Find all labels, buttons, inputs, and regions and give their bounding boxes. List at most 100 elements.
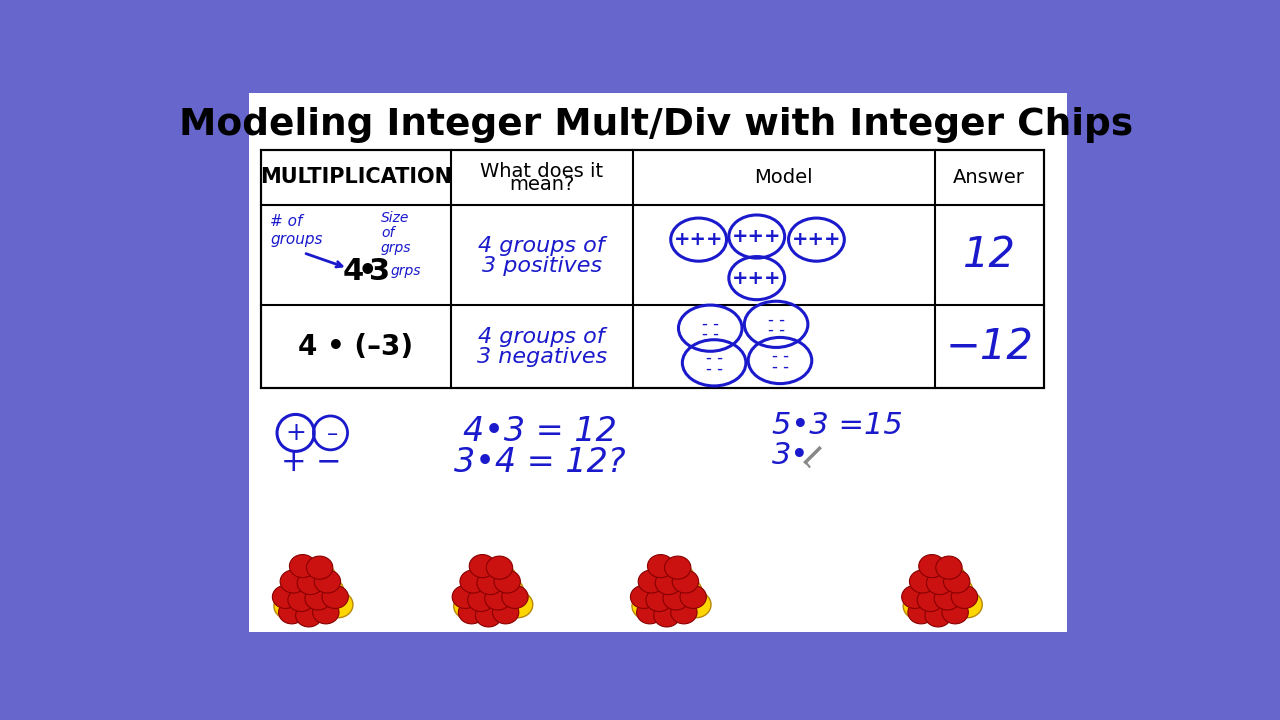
Ellipse shape	[648, 554, 673, 577]
Ellipse shape	[279, 600, 305, 624]
Text: −12: −12	[946, 325, 1033, 368]
Ellipse shape	[928, 579, 957, 606]
Ellipse shape	[493, 600, 518, 624]
Ellipse shape	[908, 600, 934, 624]
Ellipse shape	[655, 572, 681, 595]
Ellipse shape	[672, 577, 701, 604]
Text: Answer: Answer	[954, 168, 1025, 186]
Ellipse shape	[479, 579, 508, 606]
Ellipse shape	[312, 600, 339, 624]
Ellipse shape	[460, 570, 486, 593]
Text: - -: - -	[772, 347, 788, 365]
Ellipse shape	[936, 556, 963, 579]
Ellipse shape	[663, 587, 690, 610]
Ellipse shape	[289, 554, 316, 577]
Ellipse shape	[486, 556, 512, 579]
Text: MULTIPLICATION: MULTIPLICATION	[260, 167, 452, 187]
Ellipse shape	[911, 577, 941, 604]
Text: - -: - -	[768, 311, 785, 329]
Ellipse shape	[280, 570, 306, 593]
Ellipse shape	[306, 556, 333, 579]
Ellipse shape	[274, 593, 303, 619]
FancyBboxPatch shape	[261, 150, 1043, 388]
Ellipse shape	[305, 587, 332, 610]
Ellipse shape	[952, 592, 982, 618]
Ellipse shape	[486, 564, 516, 590]
Ellipse shape	[920, 597, 950, 623]
Ellipse shape	[477, 572, 503, 595]
Text: +: +	[285, 421, 306, 445]
Text: Model: Model	[755, 168, 813, 186]
Ellipse shape	[453, 593, 483, 619]
Ellipse shape	[288, 588, 314, 611]
Text: # of
groups: # of groups	[270, 215, 323, 247]
Ellipse shape	[901, 585, 928, 608]
Ellipse shape	[297, 572, 324, 595]
Ellipse shape	[324, 592, 353, 618]
Text: 3•: 3•	[772, 441, 810, 470]
Ellipse shape	[936, 564, 965, 590]
Ellipse shape	[314, 570, 340, 593]
Text: grps: grps	[390, 264, 421, 278]
Text: +++: +++	[732, 227, 782, 246]
Ellipse shape	[943, 577, 973, 604]
Text: - -: - -	[701, 315, 719, 333]
Ellipse shape	[631, 585, 657, 608]
Ellipse shape	[681, 592, 710, 618]
Ellipse shape	[470, 562, 499, 588]
Ellipse shape	[937, 595, 966, 621]
Ellipse shape	[666, 595, 695, 621]
Ellipse shape	[671, 600, 698, 624]
Ellipse shape	[452, 585, 479, 608]
Ellipse shape	[654, 604, 680, 627]
Ellipse shape	[314, 577, 343, 604]
Text: - -: - -	[701, 325, 719, 343]
Text: - -: - -	[705, 349, 723, 367]
Ellipse shape	[462, 577, 492, 604]
Ellipse shape	[289, 562, 319, 588]
Text: 4 groups of: 4 groups of	[479, 235, 605, 256]
Ellipse shape	[502, 585, 529, 608]
Text: 12: 12	[963, 234, 1016, 276]
Ellipse shape	[942, 600, 969, 624]
Text: −: −	[316, 448, 342, 477]
Ellipse shape	[648, 562, 677, 588]
Ellipse shape	[475, 604, 502, 627]
Ellipse shape	[636, 600, 663, 624]
Ellipse shape	[672, 570, 699, 593]
Text: mean?: mean?	[509, 176, 575, 194]
Ellipse shape	[904, 593, 933, 619]
Ellipse shape	[632, 593, 662, 619]
Text: Size
of
grps: Size of grps	[381, 211, 411, 256]
Text: 4: 4	[343, 257, 365, 286]
Ellipse shape	[640, 577, 669, 604]
Ellipse shape	[951, 585, 978, 608]
Text: 3 positives: 3 positives	[481, 256, 602, 276]
Ellipse shape	[488, 595, 517, 621]
Text: - -: - -	[705, 360, 723, 378]
Ellipse shape	[296, 604, 323, 627]
Text: 4•3 = 12: 4•3 = 12	[463, 415, 617, 448]
Text: 4 • (–3): 4 • (–3)	[298, 333, 413, 361]
Text: - -: - -	[772, 358, 788, 376]
Text: - -: - -	[768, 322, 785, 340]
Ellipse shape	[919, 554, 945, 577]
Ellipse shape	[646, 588, 672, 611]
Text: What does it: What does it	[480, 161, 603, 181]
Ellipse shape	[925, 604, 951, 627]
Ellipse shape	[470, 554, 495, 577]
Ellipse shape	[291, 597, 320, 623]
Ellipse shape	[458, 600, 485, 624]
Text: Modeling Integer Mult/Div with Integer Chips: Modeling Integer Mult/Div with Integer C…	[179, 107, 1133, 143]
Text: +++: +++	[673, 230, 723, 249]
Text: 4 groups of: 4 groups of	[479, 328, 605, 348]
Ellipse shape	[909, 570, 936, 593]
Ellipse shape	[918, 588, 943, 611]
Ellipse shape	[503, 592, 532, 618]
Ellipse shape	[306, 564, 335, 590]
Ellipse shape	[934, 587, 960, 610]
Text: 3 negatives: 3 negatives	[476, 348, 607, 367]
Ellipse shape	[680, 585, 707, 608]
Ellipse shape	[943, 570, 970, 593]
Ellipse shape	[919, 562, 948, 588]
